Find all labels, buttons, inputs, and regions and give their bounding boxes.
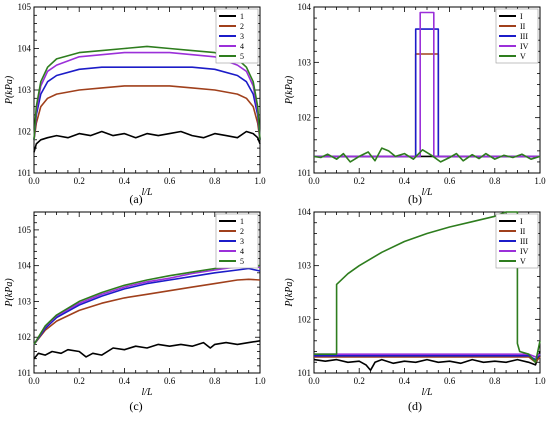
- series-line-I: [313, 351, 541, 372]
- x-axis-label: l/L: [421, 387, 433, 398]
- x-tick-label: 0.2: [74, 176, 85, 186]
- x-tick-label: 1.0: [254, 376, 266, 386]
- x-tick-label: 0.0: [308, 376, 320, 386]
- legend-label: III: [520, 237, 528, 246]
- y-axis-label: P(kPa): [4, 278, 15, 308]
- x-tick-label: 0.8: [209, 376, 221, 386]
- x-tick-label: 0.2: [354, 376, 365, 386]
- x-tick-label: 0.4: [399, 176, 411, 186]
- legend-label: II: [520, 227, 526, 236]
- x-tick-label: 0.6: [164, 176, 176, 186]
- legend-label: 4: [240, 42, 244, 51]
- y-tick-label: 104: [18, 44, 32, 54]
- y-tick-label: 104: [18, 261, 32, 271]
- y-tick-label: 101: [18, 368, 32, 378]
- y-tick-label: 105: [18, 225, 32, 235]
- x-tick-label: 1.0: [254, 176, 266, 186]
- legend-label: I: [520, 12, 523, 21]
- x-tick-label: 0.8: [489, 376, 501, 386]
- chart-panel-4: 0.0 0.2 0.4 0.6 0.8 1.0 101 102 103 104 l/L P(kPa) (…: [284, 207, 546, 413]
- legend-box: [495, 8, 539, 64]
- y-tick-label: 103: [18, 296, 32, 306]
- chart-panel-1: 0.0 0.2 0.4 0.6 0.8 1.0 101 102 103 104 105 l/L P(kP…: [4, 2, 266, 206]
- legend-label: IV: [520, 42, 529, 51]
- y-tick-label: 103: [18, 85, 32, 95]
- y-tick-label: 103: [298, 57, 312, 67]
- y-axis-label: P(kPa): [284, 75, 295, 105]
- x-tick-label: 1.0: [534, 376, 546, 386]
- legend-label: IV: [520, 247, 529, 256]
- panel-label: (d): [408, 399, 422, 413]
- y-tick-label: 105: [18, 2, 32, 12]
- y-axis-label: P(kPa): [4, 75, 15, 105]
- legend-label: III: [520, 32, 528, 41]
- x-tick-label: 0.8: [489, 176, 501, 186]
- x-tick-label: 0.6: [444, 376, 456, 386]
- panel-label: (b): [408, 192, 422, 206]
- legend-label: 5: [240, 52, 244, 61]
- x-tick-label: 0.2: [354, 176, 365, 186]
- x-axis-label: l/L: [141, 187, 153, 198]
- series-line-3: [33, 267, 261, 345]
- legend-label: V: [520, 52, 526, 61]
- legend-label: 5: [240, 257, 244, 266]
- y-tick-label: 102: [298, 113, 312, 123]
- y-tick-label: 101: [18, 168, 32, 178]
- x-tick-label: 0.0: [28, 176, 40, 186]
- panel-label: (a): [129, 192, 142, 206]
- legend-label: I: [520, 217, 523, 226]
- legend-label: 4: [240, 247, 244, 256]
- series-line-3: [33, 66, 261, 140]
- y-tick-label: 102: [18, 332, 32, 342]
- x-tick-label: 0.2: [74, 376, 85, 386]
- series-line-1: [33, 130, 261, 153]
- x-axis-label: l/L: [141, 387, 153, 398]
- series-line-2: [33, 278, 261, 345]
- legend-label: V: [520, 257, 526, 266]
- x-tick-label: 0.4: [119, 176, 131, 186]
- y-axis-label: P(kPa): [284, 278, 295, 308]
- legend-label: 1: [240, 12, 244, 21]
- legend-label: 2: [240, 227, 244, 236]
- x-tick-label: 0.6: [444, 176, 456, 186]
- y-tick-label: 102: [298, 314, 312, 324]
- series-line-V: [313, 147, 541, 163]
- legend-label: 2: [240, 22, 244, 31]
- x-axis-label: l/L: [421, 187, 433, 198]
- y-tick-label: 102: [18, 127, 32, 137]
- series-line-1: [33, 340, 261, 360]
- panel-label: (c): [129, 399, 142, 413]
- series-line-V: [314, 211, 541, 364]
- series-line-4: [33, 51, 261, 140]
- legend-label: 1: [240, 217, 244, 226]
- y-tick-label: 101: [298, 168, 312, 178]
- series-line-5: [33, 45, 261, 140]
- series-line-IV: [314, 353, 541, 358]
- y-tick-label: 103: [298, 261, 312, 271]
- x-tick-label: 0.8: [209, 176, 221, 186]
- series-line-2: [33, 85, 261, 140]
- x-tick-label: 0.6: [164, 376, 176, 386]
- legend-label: II: [520, 22, 526, 31]
- x-tick-label: 1.0: [534, 176, 546, 186]
- x-tick-label: 0.0: [28, 376, 40, 386]
- chart-panel-3: 0.0 0.2 0.4 0.6 0.8 1.0 101 102 103 104 105 l/L P(kP…: [4, 211, 266, 413]
- y-tick-label: 104: [298, 2, 312, 12]
- x-tick-label: 0.0: [308, 176, 320, 186]
- x-tick-label: 0.4: [399, 376, 411, 386]
- legend-label: 3: [240, 32, 244, 41]
- y-tick-label: 101: [298, 368, 312, 378]
- y-tick-label: 104: [298, 207, 312, 217]
- chart-panel-2: 0.0 0.2 0.4 0.6 0.8 1.0 101 102 103 104 l/L P(kPa) (…: [284, 2, 546, 206]
- legend-label: 3: [240, 237, 244, 246]
- x-tick-label: 0.4: [119, 376, 131, 386]
- series-line-III: [314, 353, 541, 361]
